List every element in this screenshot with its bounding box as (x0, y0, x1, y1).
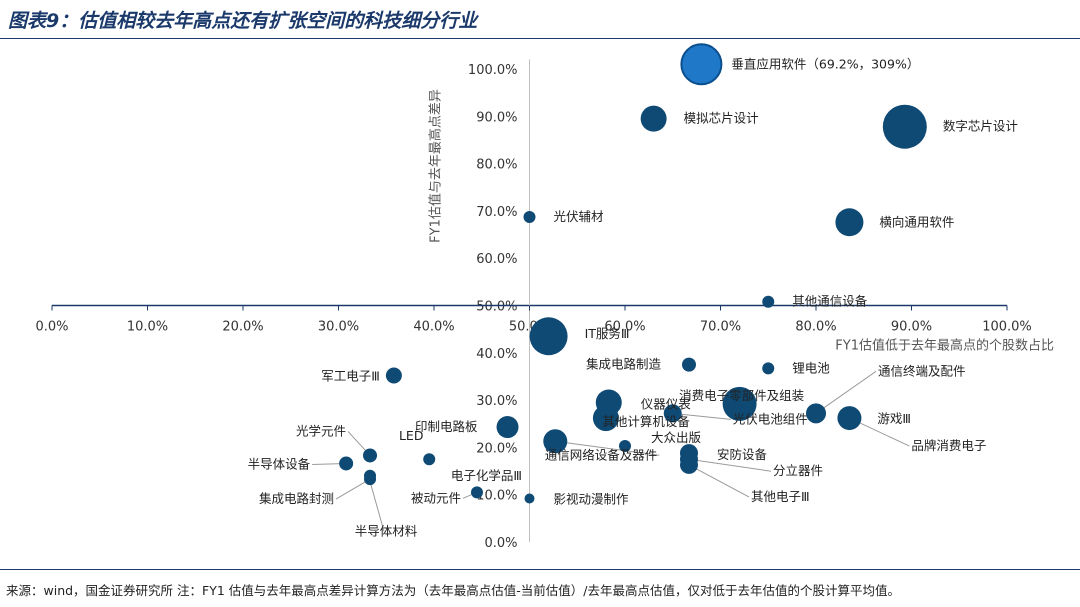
data-point (592, 405, 619, 432)
point-label: 横向通用软件 (879, 214, 954, 229)
y-tick-label: 90.0% (476, 110, 517, 125)
point-label: 集成电路封测 (259, 491, 334, 506)
leader-line (555, 440, 660, 456)
leader-line (688, 464, 750, 498)
data-point (529, 317, 568, 356)
data-point (543, 429, 568, 454)
data-point (364, 473, 377, 486)
point-label: 印制电路板 (415, 419, 478, 434)
point-label: 锂电池 (792, 360, 830, 375)
data-point (496, 416, 519, 439)
y-axis-title: FY1估值与去年最高点差异 (428, 89, 444, 243)
point-label: 数字芯片设计 (943, 119, 1018, 134)
y-tick-label: 70.0% (476, 205, 517, 220)
point-label: 垂直应用软件（69.2%，309%） (731, 56, 919, 71)
footer-rule (0, 569, 1080, 570)
point-label: 通信终端及配件 (878, 363, 966, 378)
point-label: 集成电路制造 (586, 357, 662, 372)
data-point (640, 105, 667, 132)
data-point (680, 43, 723, 86)
data-point (663, 404, 682, 423)
x-tick-label: 80.0% (795, 320, 836, 335)
point-label: 光伏电池组件 (733, 411, 808, 426)
scatter-chart: 0.0% 10.0% 20.0% 30.0% 40.0% 50.0% 60.0% 70.0% 8… (35, 43, 1054, 551)
data-point (363, 448, 378, 463)
point-label: 电子化学品Ⅲ (451, 468, 522, 483)
point-label: 其他通信设备 (792, 294, 868, 309)
point-label: 品牌消费电子 (911, 438, 986, 453)
point-label: 光学元件 (296, 423, 346, 438)
point-label: 被动元件 (411, 490, 461, 505)
x-tick-label: 60.0% (604, 320, 645, 335)
point-label: 半导体设备 (248, 456, 311, 471)
point-label: LED (399, 428, 424, 443)
leader-line (815, 370, 877, 414)
point-label: 其他计算机设备 (602, 414, 690, 429)
x-tick-label: 30.0% (318, 320, 359, 335)
data-point (470, 486, 483, 499)
data-point (806, 403, 826, 424)
point-label: 模拟芯片设计 (684, 111, 759, 126)
x-tick-label: 40.0% (413, 320, 454, 335)
point-label: 游戏Ⅲ (877, 411, 911, 426)
data-point (385, 367, 402, 384)
data-point (722, 386, 757, 421)
point-label: 安防设备 (717, 447, 768, 462)
data-point (837, 406, 862, 431)
point-label: IT服务Ⅲ (585, 326, 630, 341)
data-point (679, 455, 698, 474)
point-label: 其他电子Ⅲ (751, 489, 810, 504)
x-tick-label: 90.0% (891, 320, 932, 335)
data-point (882, 104, 927, 149)
y-tick-label: 20.0% (476, 441, 517, 456)
data-point (835, 208, 864, 237)
data-point (619, 439, 631, 452)
point-label: 通信网络设备及器件 (545, 447, 658, 462)
chart-title: 图表9：估值相较去年高点还有扩张空间的科技细分行业 (8, 10, 478, 32)
data-point (339, 456, 354, 471)
y-tick-label: 30.0% (476, 394, 517, 409)
data-point (524, 493, 535, 504)
data-point (762, 295, 775, 308)
x-tick-label: 10.0% (127, 320, 168, 335)
data-point (423, 453, 436, 466)
leader-line (688, 458, 772, 472)
leader-line (369, 481, 385, 532)
point-label: 影视动漫制作 (554, 491, 630, 506)
x-tick-label: 0.0% (35, 320, 68, 335)
y-tick-label: 10.0% (476, 489, 517, 504)
y-tick-label: 100.0% (468, 63, 518, 78)
title-rule (0, 38, 1080, 39)
x-axis-title: FY1估值低于去年最高点的个股数占比 (835, 338, 1054, 354)
y-tick-label: 0.0% (484, 536, 517, 551)
data-point (523, 211, 536, 224)
leader-line (335, 478, 371, 500)
point-label: 军工电子Ⅲ (321, 369, 380, 384)
point-label: 光伏辅材 (554, 209, 604, 224)
point-label: 半导体材料 (355, 523, 418, 538)
x-tick-label: 100.0% (982, 320, 1032, 335)
x-tick-label: 20.0% (222, 320, 263, 335)
point-label: 分立器件 (773, 463, 823, 478)
point-label: 大众出版 (651, 430, 702, 445)
source-note: 来源：wind，国金证券研究所 注：FY1 估值与去年最高点差异计算方法为（去年… (6, 583, 901, 598)
y-tick-label: 50.0% (476, 300, 517, 315)
y-tick-label: 60.0% (476, 252, 517, 267)
data-point (681, 357, 696, 372)
data-point (762, 362, 775, 375)
point-label: 仪器仪表 (641, 396, 692, 411)
y-tick-label: 80.0% (476, 158, 517, 173)
x-tick-label: 70.0% (700, 320, 741, 335)
point-label: 消费电子零部件及组装 (679, 388, 804, 403)
y-tick-label: 40.0% (476, 347, 517, 362)
leader-line (672, 412, 731, 420)
